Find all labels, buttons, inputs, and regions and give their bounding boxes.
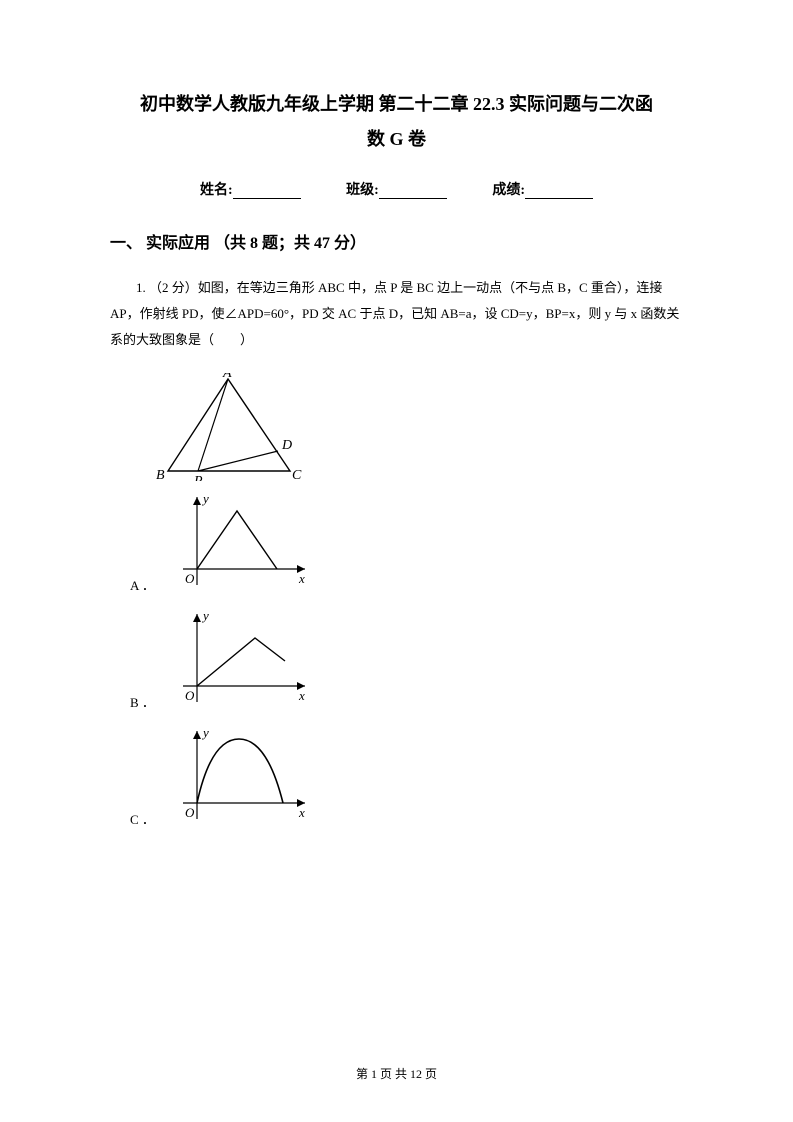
name-label: 姓名: xyxy=(200,183,233,198)
title-line-2: 数 G 卷 xyxy=(110,125,683,151)
option-c-svg: x y O xyxy=(165,723,315,828)
info-line: 姓名: 班级: 成绩: xyxy=(110,179,683,199)
option-c-row: C ． x y O xyxy=(130,723,683,828)
question-1-body: 1. （2 分）如图，在等边三角形 ABC 中，点 P 是 BC 边上一动点（不… xyxy=(110,275,683,353)
svg-text:x: x xyxy=(298,688,305,703)
option-c-label: C ． xyxy=(130,809,155,828)
svg-text:O: O xyxy=(185,688,195,703)
svg-text:P: P xyxy=(193,474,203,481)
option-b-svg: x y O xyxy=(165,606,315,711)
svg-text:O: O xyxy=(185,805,195,820)
svg-text:D: D xyxy=(281,438,292,453)
score-label-text: 成绩: xyxy=(492,183,525,198)
option-a-label: A ． xyxy=(130,575,155,594)
svg-text:C: C xyxy=(292,468,302,481)
class-label xyxy=(304,183,346,198)
title-line-1: 初中数学人教版九年级上学期 第二十二章 22.3 实际问题与二次函 xyxy=(110,90,683,119)
svg-text:y: y xyxy=(201,491,209,506)
svg-text:O: O xyxy=(185,571,195,586)
option-b-row: B ． x y O xyxy=(130,606,683,711)
svg-text:B: B xyxy=(156,468,165,481)
score-blank xyxy=(525,185,593,199)
triangle-svg: A B C P D xyxy=(150,373,302,481)
option-b-figure: x y O xyxy=(165,606,315,711)
svg-text:y: y xyxy=(201,608,209,623)
option-a-svg: x y O xyxy=(165,489,315,594)
class-label-text: 班级: xyxy=(346,183,379,198)
section-heading: 一、 实际应用 （共 8 题；共 47 分） xyxy=(110,229,683,253)
option-c-figure: x y O xyxy=(165,723,315,828)
page-footer: 第 1 页 共 12 页 xyxy=(0,1065,793,1082)
triangle-figure: A B C P D xyxy=(150,373,683,481)
class-blank xyxy=(379,185,447,199)
svg-text:x: x xyxy=(298,805,305,820)
score-label xyxy=(450,183,492,198)
option-a-row: A ． x y O xyxy=(130,489,683,594)
svg-text:y: y xyxy=(201,725,209,740)
svg-text:x: x xyxy=(298,571,305,586)
option-b-label: B ． xyxy=(130,692,155,711)
svg-text:A: A xyxy=(222,373,232,381)
option-a-figure: x y O xyxy=(165,489,315,594)
name-blank xyxy=(233,185,301,199)
